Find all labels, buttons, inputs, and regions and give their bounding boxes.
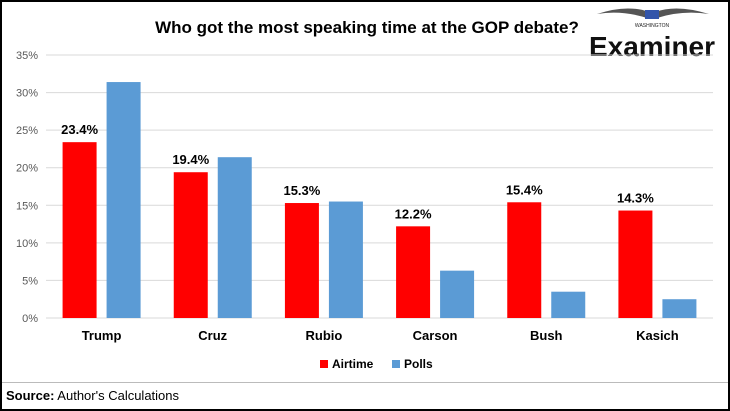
data-label: 14.3% bbox=[617, 191, 654, 206]
y-tick-label: 30% bbox=[16, 88, 38, 100]
bar-airtime bbox=[396, 226, 431, 318]
data-label: 15.4% bbox=[506, 182, 543, 197]
logo-subtext: WASHINGTON bbox=[635, 23, 670, 29]
y-tick-label: 15% bbox=[16, 200, 38, 212]
bar-airtime bbox=[173, 172, 208, 318]
x-tick-label: Carson bbox=[413, 328, 458, 343]
bar-polls bbox=[217, 157, 252, 318]
x-tick-label: Kasich bbox=[636, 328, 679, 343]
y-tick-label: 20% bbox=[16, 163, 38, 175]
x-tick-label: Trump bbox=[82, 328, 122, 343]
x-tick-label: Rubio bbox=[306, 328, 343, 343]
bar-airtime bbox=[62, 142, 97, 318]
y-tick-label: 5% bbox=[22, 275, 38, 287]
legend-swatch bbox=[392, 360, 400, 368]
source-text: Author's Calculations bbox=[54, 388, 180, 403]
bar-polls bbox=[440, 270, 475, 318]
bar-polls bbox=[328, 201, 363, 318]
legend-label: Airtime bbox=[332, 357, 374, 371]
y-tick-label: 35% bbox=[16, 50, 38, 62]
bar-airtime bbox=[618, 210, 653, 318]
bar-polls bbox=[106, 82, 141, 319]
bar-chart: 0% 5% 10% 15% 20% 25% 30% 35% 23.4% Trump 19.4% Cru… bbox=[16, 50, 713, 371]
legend-swatch bbox=[320, 360, 328, 368]
x-tick-label: Bush bbox=[530, 328, 563, 343]
x-tick-label: Cruz bbox=[198, 328, 227, 343]
y-tick-label: 25% bbox=[16, 125, 38, 137]
source-note: Source: Author's Calculations bbox=[6, 388, 179, 403]
source-label: Source: bbox=[6, 388, 55, 403]
chart-title: Who got the most speaking time at the GO… bbox=[155, 18, 579, 37]
data-label: 12.2% bbox=[395, 206, 432, 221]
bar-airtime bbox=[284, 203, 319, 318]
bar-airtime bbox=[507, 202, 542, 318]
data-label: 19.4% bbox=[172, 152, 209, 167]
bar-polls bbox=[662, 299, 697, 318]
y-tick-label: 10% bbox=[16, 238, 38, 250]
y-tick-label: 0% bbox=[22, 313, 38, 325]
data-label: 15.3% bbox=[283, 183, 320, 198]
legend-label: Polls bbox=[404, 357, 433, 371]
bar-polls bbox=[551, 291, 586, 318]
data-label: 23.4% bbox=[61, 122, 98, 137]
divider bbox=[2, 382, 728, 383]
